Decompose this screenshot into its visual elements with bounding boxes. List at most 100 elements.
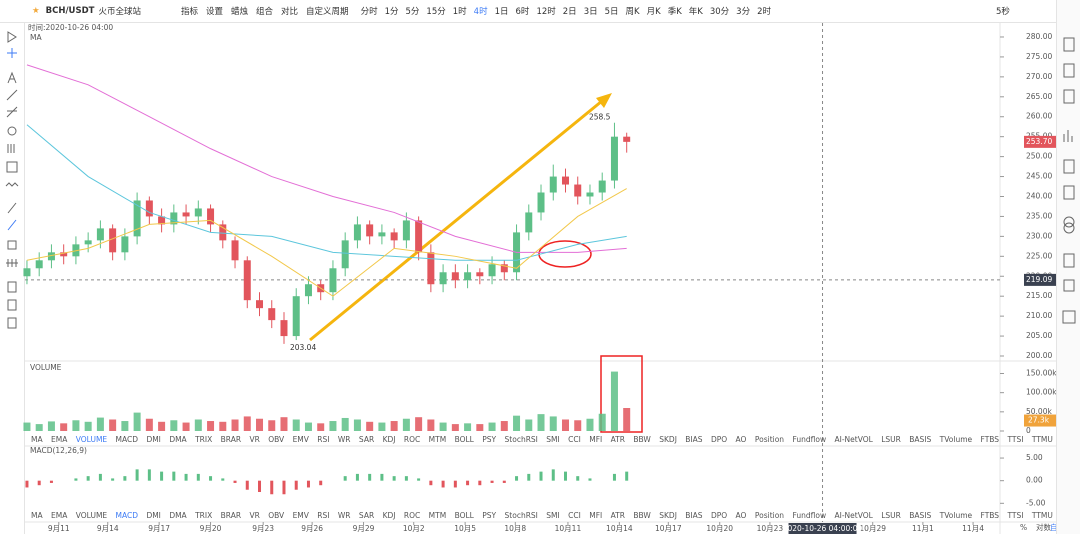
symbol[interactable]: BCH/USDT: [45, 6, 95, 16]
period-button[interactable]: 月K: [646, 7, 661, 17]
indicator-tab[interactable]: EMA: [51, 511, 68, 520]
indicator-tab[interactable]: MTM: [429, 435, 447, 444]
indicator-tab[interactable]: OBV: [268, 435, 285, 444]
indicator-tab[interactable]: KDJ: [383, 435, 396, 444]
period-button[interactable]: 1日: [494, 7, 509, 17]
period-button[interactable]: 15分: [426, 7, 446, 17]
indicator-tab[interactable]: SMI: [546, 435, 559, 444]
indicator-tab[interactable]: BASIS: [909, 511, 931, 520]
period-button[interactable]: 1分: [384, 7, 399, 17]
indicator-tab[interactable]: EMA: [51, 435, 68, 444]
indicator-tab[interactable]: SAR: [359, 435, 374, 444]
indicator-tab[interactable]: BBW: [633, 435, 651, 444]
indicator-tab[interactable]: MFI: [589, 435, 602, 444]
indicator-tab[interactable]: BBW: [633, 511, 651, 520]
indicator-tab[interactable]: DMA: [169, 435, 187, 444]
indicator-tab[interactable]: MACD: [116, 511, 139, 520]
indicator-tab[interactable]: ATR: [611, 435, 625, 444]
indicator-tab[interactable]: CCI: [568, 511, 581, 520]
period-button[interactable]: 4时: [473, 7, 488, 17]
indicator-tab[interactable]: TTSI: [1006, 435, 1023, 444]
indicator-tab[interactable]: SKDJ: [659, 435, 677, 444]
indicator-tab[interactable]: StochRSI: [505, 435, 538, 444]
indicator-tab[interactable]: Fundflow: [792, 511, 826, 520]
period-button[interactable]: 季K: [667, 7, 682, 17]
indicator-tab[interactable]: PSY: [482, 435, 496, 444]
period-button[interactable]: 周K: [625, 7, 640, 17]
indicator-tab[interactable]: DMI: [146, 511, 160, 520]
period-button[interactable]: 12时: [536, 7, 556, 17]
period-button[interactable]: 1时: [452, 7, 467, 17]
indicator-tab[interactable]: ROC: [404, 435, 420, 444]
toolbar-button[interactable]: 对比: [281, 7, 299, 17]
indicator-tab[interactable]: BIAS: [685, 511, 702, 520]
indicator-tab[interactable]: TRIX: [194, 511, 212, 520]
indicator-tab[interactable]: PSY: [482, 511, 496, 520]
indicator-tab[interactable]: MA: [31, 435, 43, 444]
indicator-tab[interactable]: SAR: [359, 511, 374, 520]
indicator-tab[interactable]: Fundflow: [792, 435, 826, 444]
indicator-tab[interactable]: SMI: [546, 511, 559, 520]
indicator-tab[interactable]: MACD: [116, 435, 139, 444]
toolbar-button[interactable]: 蜡烛: [231, 7, 249, 17]
indicator-tab[interactable]: OBV: [268, 511, 285, 520]
period-button[interactable]: 3日: [583, 7, 598, 17]
indicator-tab[interactable]: BRAR: [221, 435, 241, 444]
indicator-tab[interactable]: TTMU: [1031, 435, 1053, 444]
indicator-tab[interactable]: TVolume: [939, 511, 973, 520]
indicator-tab[interactable]: Position: [755, 435, 784, 444]
toolbar-button[interactable]: 组合: [256, 7, 274, 17]
indicator-tab[interactable]: BOLL: [455, 511, 475, 520]
indicator-tab[interactable]: AO: [736, 435, 747, 444]
indicator-tab[interactable]: VR: [249, 511, 259, 520]
period-button[interactable]: 2日: [562, 7, 577, 17]
indicator-tab[interactable]: CCI: [568, 435, 581, 444]
indicator-tab[interactable]: ATR: [611, 511, 625, 520]
indicator-tab[interactable]: WR: [338, 435, 351, 444]
indicator-tab[interactable]: LSUR: [881, 511, 901, 520]
indicator-tab[interactable]: TTMU: [1031, 511, 1053, 520]
indicator-tab[interactable]: StochRSI: [505, 511, 538, 520]
indicator-tab[interactable]: SKDJ: [659, 511, 677, 520]
refresh[interactable]: 5秒: [996, 7, 1010, 17]
period-button[interactable]: 3分: [736, 7, 751, 17]
indicator-tab[interactable]: BASIS: [909, 435, 931, 444]
toolbar-button[interactable]: 自定义周期: [306, 7, 349, 17]
indicator-tab[interactable]: ROC: [404, 511, 420, 520]
indicator-tab[interactable]: TVolume: [939, 435, 973, 444]
indicator-tab[interactable]: MA: [31, 511, 43, 520]
indicator-tab[interactable]: BOLL: [455, 435, 475, 444]
indicator-tab[interactable]: RSI: [317, 511, 329, 520]
indicator-tab[interactable]: MFI: [589, 511, 602, 520]
indicator-tab[interactable]: DMI: [146, 435, 160, 444]
toolbar-button[interactable]: 设置: [205, 7, 223, 17]
indicator-tab[interactable]: KDJ: [383, 511, 396, 520]
indicator-tab[interactable]: VOLUME: [76, 435, 108, 444]
indicator-tab[interactable]: EMV: [293, 435, 310, 444]
indicator-tab[interactable]: DMA: [169, 511, 187, 520]
indicator-tab[interactable]: MTM: [429, 511, 447, 520]
indicator-tab[interactable]: TTSI: [1006, 511, 1023, 520]
indicator-tab[interactable]: AO: [736, 511, 747, 520]
indicator-tab[interactable]: VR: [249, 435, 259, 444]
indicator-tab[interactable]: FTBS: [981, 435, 1000, 444]
indicator-tab[interactable]: LSUR: [881, 435, 901, 444]
indicator-tab[interactable]: WR: [338, 511, 351, 520]
indicator-tab[interactable]: DPO: [711, 511, 727, 520]
indicator-tab[interactable]: DPO: [711, 435, 727, 444]
period-button[interactable]: 分时: [360, 7, 378, 17]
star-icon[interactable]: ★: [32, 6, 40, 16]
indicator-tab[interactable]: TRIX: [194, 435, 212, 444]
indicator-tab[interactable]: EMV: [293, 511, 310, 520]
indicator-tab[interactable]: BIAS: [685, 435, 702, 444]
indicator-tab[interactable]: AI-NetVOL: [834, 511, 873, 520]
indicator-tab[interactable]: VOLUME: [76, 511, 108, 520]
indicator-tab[interactable]: RSI: [317, 435, 329, 444]
indicator-tab[interactable]: BRAR: [221, 511, 241, 520]
indicator-tab[interactable]: FTBS: [981, 511, 1000, 520]
period-button[interactable]: 年K: [688, 7, 703, 17]
toolbar-button[interactable]: 指标: [180, 7, 198, 17]
period-button[interactable]: 2时: [757, 7, 772, 17]
period-button[interactable]: 30分: [709, 7, 730, 17]
indicator-tab[interactable]: Position: [755, 511, 784, 520]
